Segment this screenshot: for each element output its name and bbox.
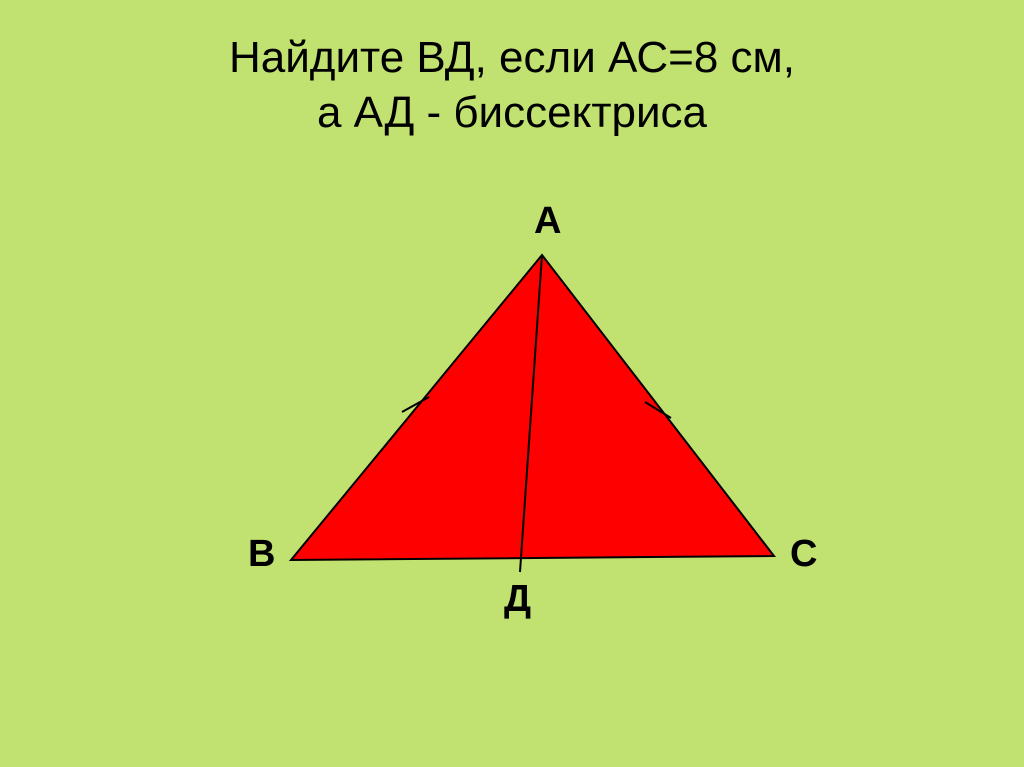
vertex-label-a: А xyxy=(534,200,561,243)
vertex-label-b: В xyxy=(248,533,275,576)
triangle-shape xyxy=(291,255,774,560)
slide: Найдите ВД, если АС=8 см, а АД - биссект… xyxy=(0,0,1024,767)
triangle-diagram xyxy=(0,0,1024,767)
vertex-label-c: С xyxy=(790,533,817,576)
vertex-label-d: Д xyxy=(504,578,531,621)
